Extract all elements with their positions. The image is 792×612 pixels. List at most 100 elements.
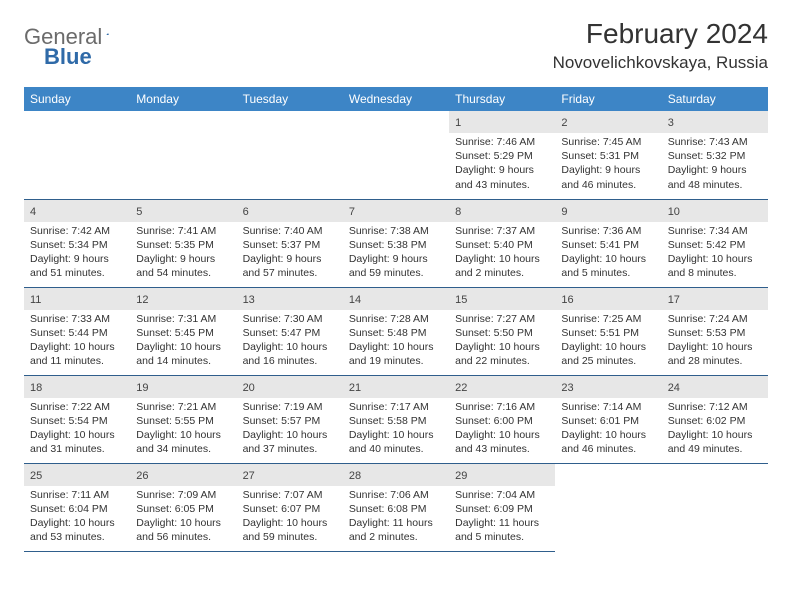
brand-triangle-icon [106,24,109,44]
daylight-line: and 25 minutes. [561,354,655,368]
day-number: 21 [349,382,361,394]
day-body: Sunrise: 7:45 AMSunset: 5:31 PMDaylight:… [555,133,661,196]
day-number: 9 [561,206,567,218]
day-number-bar: 2 [555,111,661,133]
daylight-line: Daylight: 9 hours [561,163,655,177]
sunset-line: Sunset: 6:05 PM [136,502,230,516]
sunset-line: Sunset: 5:47 PM [243,326,337,340]
day-number-bar: 15 [449,288,555,310]
calendar-week-row: 1Sunrise: 7:46 AMSunset: 5:29 PMDaylight… [24,111,768,199]
daylight-line: and 53 minutes. [30,530,124,544]
day-cell: 20 Sunrise: 7:19 AMSunset: 5:57 PMDayligh… [237,375,343,463]
day-number: 1 [455,117,461,129]
daylight-line: Daylight: 10 hours [243,516,337,530]
daylight-line: Daylight: 10 hours [455,340,549,354]
sunrise-line: Sunrise: 7:04 AM [455,488,549,502]
day-number-bar: 27 [237,464,343,486]
day-body: Sunrise: 7:06 AMSunset: 6:08 PMDaylight:… [343,486,449,549]
day-number-bar: 5 [130,200,236,222]
sunset-line: Sunset: 5:58 PM [349,414,443,428]
month-year: February 2024 [553,18,768,50]
sunset-line: Sunset: 5:57 PM [243,414,337,428]
weekday-header: Wednesday [343,87,449,111]
daylight-line: Daylight: 11 hours [349,516,443,530]
day-number: 22 [455,382,467,394]
daylight-line: and 46 minutes. [561,442,655,456]
day-number: 27 [243,470,255,482]
day-cell: 22Sunrise: 7:16 AMSunset: 6:00 PMDayligh… [449,375,555,463]
day-cell: 11Sunrise: 7:33 AMSunset: 5:44 PMDayligh… [24,287,130,375]
daylight-line: and 14 minutes. [136,354,230,368]
sunrise-line: Sunrise: 7:38 AM [349,224,443,238]
day-number: 10 [668,206,680,218]
day-cell [237,111,343,199]
day-cell: 5Sunrise: 7:41 AMSunset: 5:35 PMDaylight… [130,199,236,287]
day-cell: 10Sunrise: 7:34 AMSunset: 5:42 PMDayligh… [662,199,768,287]
day-body: Sunrise: 7:19 AMSunset: 5:57 PMDaylight:… [237,398,343,461]
calendar-body: 1Sunrise: 7:46 AMSunset: 5:29 PMDaylight… [24,111,768,551]
day-number: 4 [30,206,36,218]
day-number: 15 [455,294,467,306]
daylight-line: Daylight: 10 hours [136,340,230,354]
daylight-line: Daylight: 10 hours [668,428,762,442]
sunset-line: Sunset: 5:45 PM [136,326,230,340]
daylight-line: Daylight: 10 hours [561,252,655,266]
day-body: Sunrise: 7:42 AMSunset: 5:34 PMDaylight:… [24,222,130,285]
day-number: 5 [136,206,142,218]
daylight-line: and 34 minutes. [136,442,230,456]
brand-logo: General Blue [24,18,128,50]
day-cell: 14Sunrise: 7:28 AMSunset: 5:48 PMDayligh… [343,287,449,375]
sunrise-line: Sunrise: 7:07 AM [243,488,337,502]
day-cell: 13Sunrise: 7:30 AMSunset: 5:47 PMDayligh… [237,287,343,375]
daylight-line: and 8 minutes. [668,266,762,280]
sunrise-line: Sunrise: 7:46 AM [455,135,549,149]
day-body: Sunrise: 7:28 AMSunset: 5:48 PMDaylight:… [343,310,449,373]
sunrise-line: Sunrise: 7:19 AM [243,400,337,414]
sunrise-line: Sunrise: 7:31 AM [136,312,230,326]
day-cell: 15 Sunrise: 7:27 AMSunset: 5:50 PMDayligh… [449,287,555,375]
daylight-line: and 51 minutes. [30,266,124,280]
day-cell [662,463,768,551]
daylight-line: Daylight: 10 hours [455,252,549,266]
day-number: 20 [243,382,255,394]
day-number-bar: 9 [555,200,661,222]
daylight-line: and 16 minutes. [243,354,337,368]
daylight-line: Daylight: 10 hours [349,340,443,354]
sunrise-line: Sunrise: 7:09 AM [136,488,230,502]
day-number-bar: 8 [449,200,555,222]
day-number: 28 [349,470,361,482]
daylight-line: and 22 minutes. [455,354,549,368]
day-body: Sunrise: 7:27 AMSunset: 5:50 PMDaylight:… [449,310,555,373]
day-number: 7 [349,206,355,218]
day-number-bar: 16 [555,288,661,310]
day-cell: 6Sunrise: 7:40 AMSunset: 5:37 PMDaylight… [237,199,343,287]
weekday-header: Tuesday [237,87,343,111]
day-body: Sunrise: 7:09 AMSunset: 6:05 PMDaylight:… [130,486,236,549]
sunrise-line: Sunrise: 7:21 AM [136,400,230,414]
daylight-line: Daylight: 10 hours [30,340,124,354]
sunset-line: Sunset: 5:31 PM [561,149,655,163]
daylight-line: Daylight: 10 hours [561,428,655,442]
day-number-bar: 24 [662,376,768,398]
brand-text-blue: Blue [44,44,92,70]
day-number: 6 [243,206,249,218]
weekday-header: Thursday [449,87,555,111]
day-cell: 28 Sunrise: 7:06 AMSunset: 6:08 PMDayligh… [343,463,449,551]
day-number-bar: 7 [343,200,449,222]
location: Novovelichkovskaya, Russia [553,53,768,73]
day-cell: 9Sunrise: 7:36 AMSunset: 5:41 PMDaylight… [555,199,661,287]
day-body: Sunrise: 7:11 AMSunset: 6:04 PMDaylight:… [24,486,130,549]
day-cell: 26Sunrise: 7:09 AMSunset: 6:05 PMDayligh… [130,463,236,551]
daylight-line: and 31 minutes. [30,442,124,456]
daylight-line: and 40 minutes. [349,442,443,456]
daylight-line: and 2 minutes. [349,530,443,544]
day-cell: 1Sunrise: 7:46 AMSunset: 5:29 PMDaylight… [449,111,555,199]
sunrise-line: Sunrise: 7:42 AM [30,224,124,238]
sunrise-line: Sunrise: 7:28 AM [349,312,443,326]
day-cell: 12Sunrise: 7:31 AMSunset: 5:45 PMDayligh… [130,287,236,375]
day-body: Sunrise: 7:07 AMSunset: 6:07 PMDaylight:… [237,486,343,549]
day-cell: 27 Sunrise: 7:07 AMSunset: 6:07 PMDayligh… [237,463,343,551]
day-number-bar: 17 [662,288,768,310]
daylight-line: and 54 minutes. [136,266,230,280]
daylight-line: Daylight: 10 hours [455,428,549,442]
